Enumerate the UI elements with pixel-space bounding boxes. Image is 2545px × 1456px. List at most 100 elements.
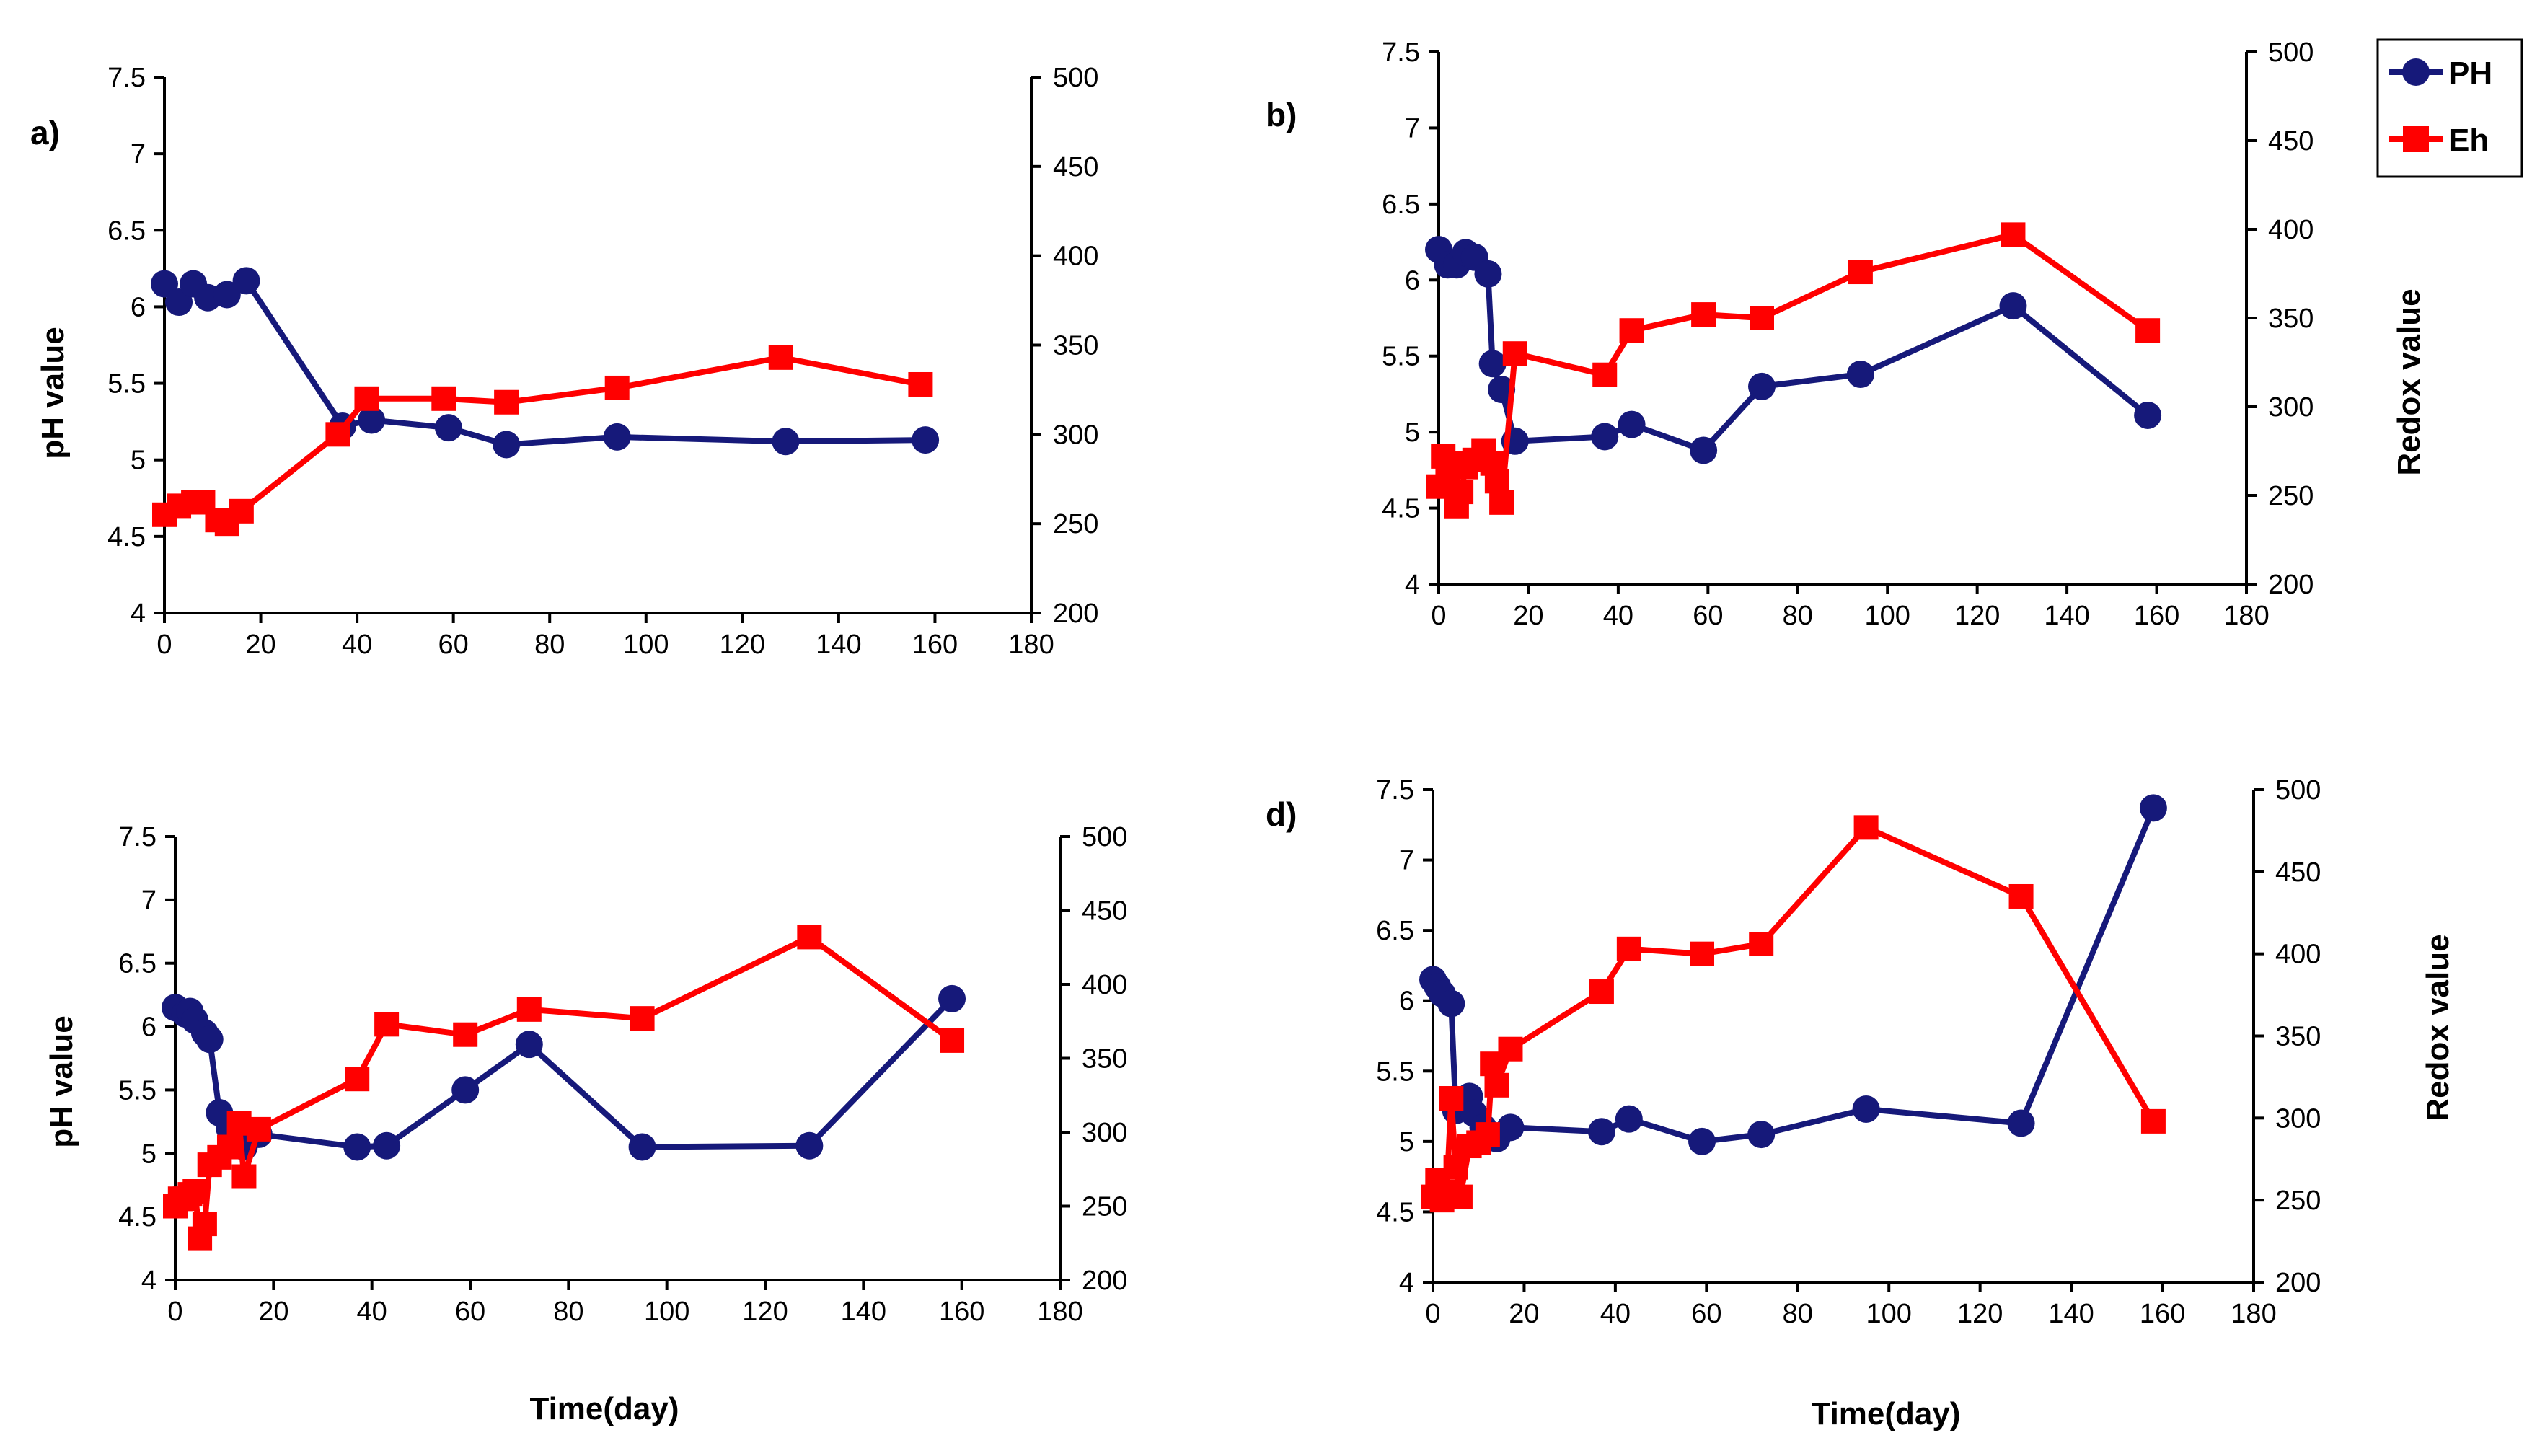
- x-tick-label-d: 120: [1957, 1299, 2003, 1329]
- y-tick-label-right-a: 400: [1053, 242, 1098, 272]
- data-point-ph-d: [2139, 794, 2167, 822]
- series-line-eh-d: [1430, 824, 2156, 1204]
- data-point-eh-b: [1449, 480, 1474, 505]
- y-tick-label-left-b: 4.5: [1382, 494, 1420, 524]
- y-tick-label-right-a: 500: [1053, 63, 1098, 93]
- y2-axis-title-d: Redox value: [2420, 934, 2456, 1121]
- y-tick-label-left-a: 6: [131, 292, 146, 322]
- data-point-ph-b: [1999, 292, 2027, 320]
- data-point-ph-c: [795, 1131, 824, 1160]
- data-point-eh-a: [354, 386, 379, 411]
- data-point-eh-c: [246, 1116, 271, 1142]
- data-point-ph-a: [772, 428, 800, 456]
- series-line-eh-c: [172, 934, 954, 1242]
- x-tick-label-c: 100: [644, 1297, 689, 1327]
- y-tick-label-left-a: 5.5: [107, 369, 146, 400]
- y-tick-label-right-c: 200: [1082, 1266, 1127, 1296]
- x-tick-label-d: 180: [2231, 1299, 2276, 1329]
- data-point-eh-d: [1616, 936, 1641, 961]
- data-point-ph-a: [493, 431, 521, 459]
- chart-panel-a: a) pH value 0 20 40 60 80 100 120 140 160 180 4 4.5…: [30, 63, 1098, 660]
- y-tick-label-left-d: 7: [1399, 846, 1414, 876]
- data-point-eh-a: [229, 498, 254, 524]
- y-tick-label-right-d: 200: [2275, 1268, 2321, 1298]
- x-tick-label-d: 160: [2140, 1299, 2185, 1329]
- data-point-ph-d: [1587, 1118, 1615, 1146]
- x-tick-label-c: 0: [167, 1297, 182, 1327]
- y-tick-label-left-d: 6.5: [1376, 916, 1414, 946]
- x-tick-label-a: 160: [912, 630, 958, 660]
- x-tick-label-d: 20: [1509, 1299, 1539, 1329]
- y-tick-label-right-b: 500: [2268, 37, 2314, 68]
- data-point-ph-a: [232, 267, 260, 295]
- data-point-eh-d: [1484, 1072, 1509, 1098]
- legend-eh-marker: [2403, 126, 2429, 152]
- data-point-ph-b: [1748, 372, 1776, 400]
- y-tick-label-right-c: 250: [1082, 1192, 1127, 1222]
- y-tick-label-left-d: 5.5: [1376, 1056, 1414, 1087]
- data-point-ph-b: [1846, 361, 1874, 389]
- data-point-ph-b: [1478, 350, 1507, 378]
- x-tick-label-b: 160: [2134, 601, 2179, 631]
- y-tick-label-right-a: 300: [1053, 420, 1098, 450]
- data-point-ph-b: [1618, 410, 1646, 438]
- chart-panel-d: d) Redox value Time(day) 0 20 40 60 80 100 120…: [1266, 775, 2456, 1431]
- legend-box: [2376, 38, 2523, 178]
- y-tick-label-left-b: 6: [1405, 265, 1420, 296]
- x-tick-label-b: 80: [1783, 601, 1813, 631]
- legend-ph-label: PH: [2448, 56, 2492, 91]
- y-axis-title-c: pH value: [44, 1015, 79, 1147]
- x-tick-label-d: 100: [1866, 1299, 1912, 1329]
- y-tick-label-right-c: 350: [1082, 1044, 1127, 1075]
- data-point-eh-b: [1484, 469, 1509, 494]
- x-axis-title-d: Time(day): [1811, 1396, 1960, 1431]
- chart-panel-b: b) Redox value 0 20 40 60 80 100 120 140 160 180 4…: [1266, 37, 2427, 631]
- y-tick-label-right-a: 350: [1053, 331, 1098, 361]
- data-point-ph-d: [1615, 1105, 1643, 1133]
- y-tick-label-right-b: 450: [2268, 126, 2314, 156]
- data-point-ph-b: [1474, 260, 1502, 288]
- x-tick-label-d: 0: [1425, 1299, 1440, 1329]
- data-point-eh-c: [374, 1012, 400, 1037]
- y-tick-label-right-d: 500: [2275, 775, 2321, 806]
- x-tick-label-a: 80: [534, 630, 565, 660]
- y-tick-label-left-b: 7: [1405, 113, 1420, 144]
- x-tick-label-d: 40: [1600, 1299, 1631, 1329]
- data-point-eh-c: [516, 997, 542, 1022]
- data-point-ph-a: [358, 406, 386, 434]
- x-tick-label-c: 120: [742, 1297, 788, 1327]
- y-tick-label-right-d: 250: [2275, 1186, 2321, 1216]
- data-point-ph-a: [912, 426, 940, 454]
- data-point-eh-c: [192, 1212, 217, 1237]
- y-tick-label-left-b: 5: [1405, 418, 1420, 448]
- y-tick-label-left-b: 5.5: [1382, 342, 1420, 372]
- y-tick-label-right-b: 250: [2268, 481, 2314, 511]
- x-tick-label-c: 20: [258, 1297, 288, 1327]
- data-point-eh-b: [2135, 318, 2161, 343]
- y-tick-label-left-a: 6.5: [107, 216, 146, 246]
- y-tick-label-left-b: 7.5: [1382, 37, 1420, 68]
- x-tick-label-d: 60: [1691, 1299, 1721, 1329]
- data-point-ph-d: [1688, 1127, 1716, 1155]
- data-point-eh-c: [940, 1028, 965, 1053]
- x-tick-label-b: 140: [2044, 601, 2089, 631]
- data-point-ph-c: [373, 1131, 401, 1160]
- data-point-ph-d: [1852, 1095, 1880, 1123]
- x-tick-label-c: 180: [1037, 1297, 1082, 1327]
- data-point-eh-c: [182, 1179, 208, 1204]
- y-tick-label-left-c: 6.5: [118, 949, 156, 979]
- x-tick-label-b: 60: [1693, 601, 1723, 631]
- series-line-ph-b: [1436, 248, 2150, 454]
- data-point-ph-b: [1591, 423, 1619, 451]
- legend: PH Eh: [2376, 38, 2523, 178]
- x-tick-label-c: 80: [553, 1297, 583, 1327]
- legend-ph-marker: [2402, 58, 2430, 86]
- series-line-ph-d: [1430, 806, 2156, 1144]
- y-tick-label-left-c: 4: [141, 1266, 156, 1296]
- data-point-ph-b: [2134, 401, 2162, 429]
- x-tick-label-a: 140: [816, 630, 861, 660]
- data-point-ph-d: [1496, 1113, 1525, 1142]
- y-tick-label-right-b: 350: [2268, 304, 2314, 334]
- data-point-eh-b: [1502, 341, 1527, 366]
- x-tick-label-b: 20: [1513, 601, 1543, 631]
